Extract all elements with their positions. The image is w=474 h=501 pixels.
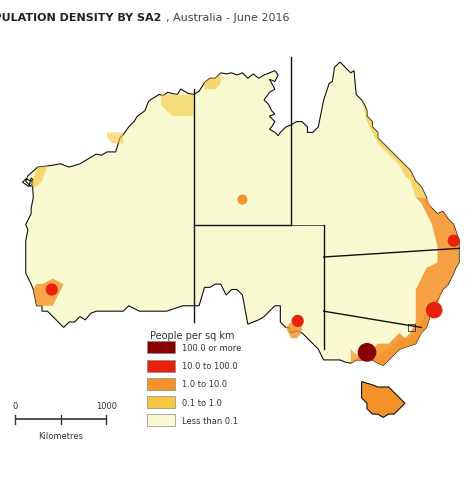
Text: 1000: 1000 xyxy=(96,401,117,410)
Polygon shape xyxy=(204,74,221,90)
Text: 0.1 to 1.0: 0.1 to 1.0 xyxy=(182,398,222,407)
Circle shape xyxy=(292,316,303,327)
Circle shape xyxy=(427,303,442,318)
Polygon shape xyxy=(31,167,47,187)
Circle shape xyxy=(358,344,376,361)
FancyBboxPatch shape xyxy=(147,378,175,390)
Polygon shape xyxy=(351,290,443,366)
Polygon shape xyxy=(286,322,302,339)
Circle shape xyxy=(448,236,459,246)
Polygon shape xyxy=(22,63,459,366)
Text: Less than 0.1: Less than 0.1 xyxy=(182,416,238,425)
Text: Kilometres: Kilometres xyxy=(38,431,83,440)
FancyBboxPatch shape xyxy=(147,360,175,372)
Text: 10.0 to 100.0: 10.0 to 100.0 xyxy=(182,361,237,370)
Text: People per sq km: People per sq km xyxy=(150,330,235,340)
Polygon shape xyxy=(107,133,123,144)
Polygon shape xyxy=(362,101,427,198)
Polygon shape xyxy=(351,198,459,366)
FancyBboxPatch shape xyxy=(147,396,175,408)
Text: 0: 0 xyxy=(12,401,18,410)
Polygon shape xyxy=(362,382,405,417)
Text: 1.0 to 10.0: 1.0 to 10.0 xyxy=(182,380,227,389)
Polygon shape xyxy=(33,279,64,306)
Polygon shape xyxy=(161,95,194,117)
FancyBboxPatch shape xyxy=(147,342,175,354)
Circle shape xyxy=(46,285,57,295)
Text: , Australia - June 2016: , Australia - June 2016 xyxy=(166,13,290,23)
FancyBboxPatch shape xyxy=(147,414,175,426)
Text: POPULATION DENSITY BY SA2: POPULATION DENSITY BY SA2 xyxy=(0,13,161,23)
Text: 100.0 or more: 100.0 or more xyxy=(182,343,241,352)
Circle shape xyxy=(238,196,247,204)
